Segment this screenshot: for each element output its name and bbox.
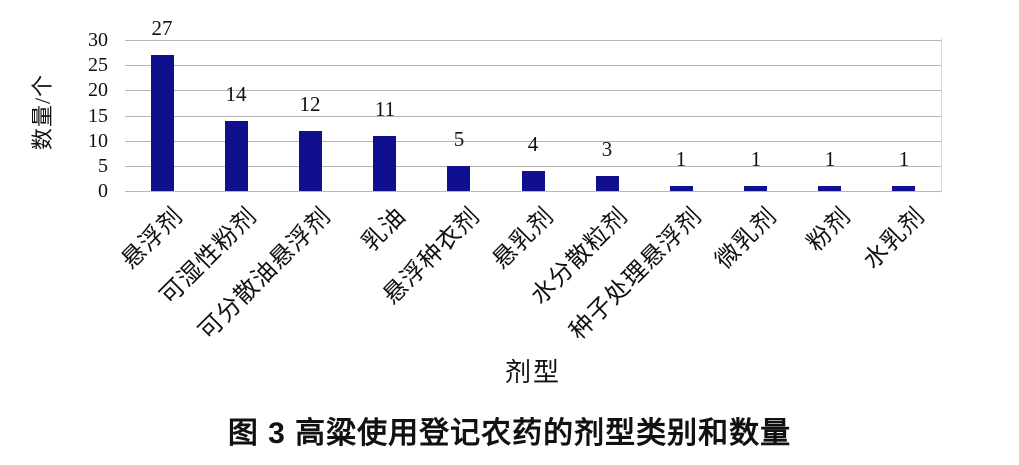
bar: [225, 120, 248, 191]
bar-value-label: 4: [527, 132, 539, 156]
gridline: [125, 40, 941, 41]
gridline: [125, 191, 941, 192]
gridline: [125, 140, 941, 142]
category-label: 粉剂: [802, 203, 857, 257]
category-label: 悬浮剂: [116, 203, 189, 275]
category-label: 微乳剂: [710, 203, 783, 275]
bar-value-label: 14: [225, 82, 247, 106]
category-label: 可分散油悬浮剂: [194, 203, 337, 346]
y-tick-label: 0: [98, 180, 108, 202]
bar-value-label: 1: [675, 147, 687, 171]
y-tick-label: 15: [88, 104, 108, 127]
bar: [373, 135, 396, 191]
bar: [522, 170, 545, 191]
bar: [447, 165, 470, 191]
bar-value-label: 1: [824, 147, 836, 171]
bar-value-label: 3: [601, 137, 613, 161]
gridline: [125, 90, 941, 92]
y-tick-label: 10: [88, 129, 108, 152]
bar: [596, 175, 619, 191]
bar: [151, 55, 174, 191]
category-label: 水乳剂: [858, 203, 931, 275]
bar-value-label: 5: [453, 127, 465, 151]
bar: [299, 130, 322, 191]
category-label: 乳油: [357, 203, 412, 257]
y-tick-label: 25: [88, 54, 108, 77]
bar: [670, 185, 693, 191]
bar-value-label: 1: [750, 147, 762, 171]
y-tick-label: 5: [98, 154, 108, 177]
figure-caption: 图 3 高粱使用登记农药的剂型类别和数量: [227, 417, 792, 450]
plot-right-border: [941, 38, 942, 193]
y-tick-label: 30: [88, 29, 108, 51]
gridline: [125, 65, 941, 67]
bar: [892, 185, 915, 191]
gridline: [125, 115, 941, 117]
bar: [744, 185, 767, 191]
x-axis-title: 剂型: [504, 357, 561, 387]
bar-value-label: 27: [151, 16, 173, 40]
bar-value-label: 1: [898, 147, 910, 171]
category-label: 悬乳剂: [487, 203, 560, 275]
bar-value-label: 11: [374, 97, 396, 121]
y-tick-label: 20: [88, 79, 108, 102]
bar: [818, 185, 841, 191]
bar-value-label: 12: [299, 92, 321, 116]
category-label: 种子处理悬浮剂: [565, 203, 708, 346]
gridline: [125, 165, 941, 167]
